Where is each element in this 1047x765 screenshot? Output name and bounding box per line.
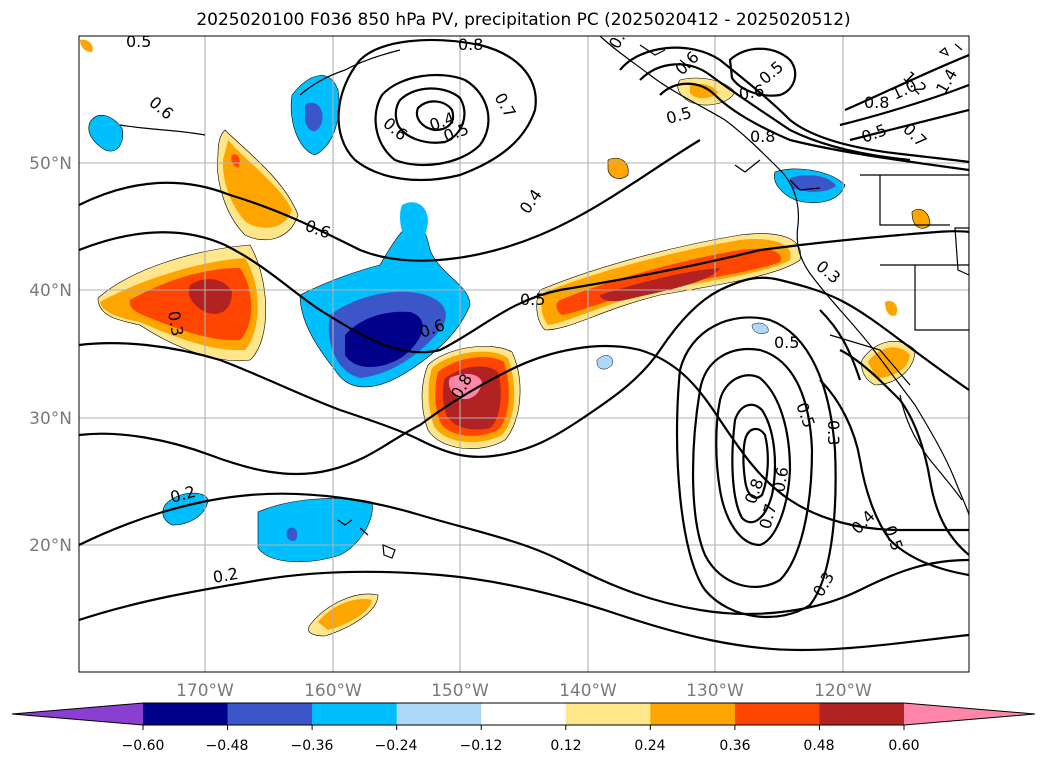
colorbar-bin <box>396 703 482 725</box>
colorbar-bin <box>227 703 313 725</box>
lon-label: 120°W <box>814 681 872 701</box>
colorbar-tick-label: 0.24 <box>634 738 665 754</box>
lon-label: 130°W <box>686 681 744 701</box>
graticule <box>79 36 969 672</box>
map-title: 2025020100 F036 850 hPa PV, precipitatio… <box>196 10 851 30</box>
colorbar-ticks: −0.60 −0.48 −0.36 −0.24 −0.12 0.12 0.24 … <box>122 738 920 754</box>
coastlines <box>119 36 969 559</box>
colorbar-extend-min <box>12 703 143 725</box>
map-area: 0.5 0.8 0.6 0.6 0.4 0.5 0.7 0.6 0.5 0.6 … <box>79 32 969 672</box>
contour-label: 0.8 <box>750 127 775 146</box>
colorbar-bin <box>819 703 905 725</box>
lat-label: 40°N <box>29 281 72 301</box>
colorbar-tick-label: 0.60 <box>888 738 919 754</box>
colorbar-bin <box>143 703 229 725</box>
colorbar-tick-label: −0.12 <box>460 738 503 754</box>
colorbar-tick-label: 0.36 <box>719 738 750 754</box>
contour-label: 0.5 <box>520 290 545 309</box>
contour-label: 0.6 <box>737 81 765 104</box>
contour-label: 0.3 <box>164 309 187 337</box>
colorbar-tick-label: −0.48 <box>206 738 249 754</box>
colorbar-bin <box>565 703 651 725</box>
colorbar-bin <box>481 703 567 725</box>
colorbar-bin <box>650 703 736 725</box>
latitude-labels: 50°N 40°N 30°N 20°N <box>29 154 72 556</box>
lat-label: 50°N <box>29 154 72 174</box>
contour-label: 0.3 <box>824 420 843 445</box>
colorbar-bin <box>734 703 820 725</box>
contour-label: 0.5 <box>774 333 799 352</box>
lon-label: 140°W <box>559 681 617 701</box>
colorbar-tick-label: 0.12 <box>550 738 581 754</box>
map-frame <box>78 35 970 673</box>
pv-contours <box>79 38 969 652</box>
colorbar <box>11 702 1036 730</box>
colorbar-bin <box>312 703 398 725</box>
longitude-labels: 170°W 160°W 150°W 140°W 130°W 120°W <box>176 681 872 701</box>
colorbar-tick-label: −0.24 <box>375 738 418 754</box>
lon-label: 150°W <box>431 681 489 701</box>
colorbar-extend-max <box>904 703 1035 725</box>
lon-label: 160°W <box>304 681 362 701</box>
contour-label: 0.2 <box>211 564 239 587</box>
contour-label: 0.5 <box>126 32 151 51</box>
contour-label: 0.8 <box>458 35 483 54</box>
colorbar-tick-label: −0.60 <box>122 738 165 754</box>
colorbar-tick-label: 0.48 <box>803 738 834 754</box>
lat-label: 30°N <box>29 409 72 429</box>
contour-label: 0.6 <box>769 465 792 493</box>
contour-label: 0.8 <box>864 93 889 112</box>
precip-shading <box>80 39 931 637</box>
colorbar-tick-label: −0.36 <box>291 738 334 754</box>
lon-label: 170°W <box>176 681 234 701</box>
lat-label: 20°N <box>29 536 72 556</box>
